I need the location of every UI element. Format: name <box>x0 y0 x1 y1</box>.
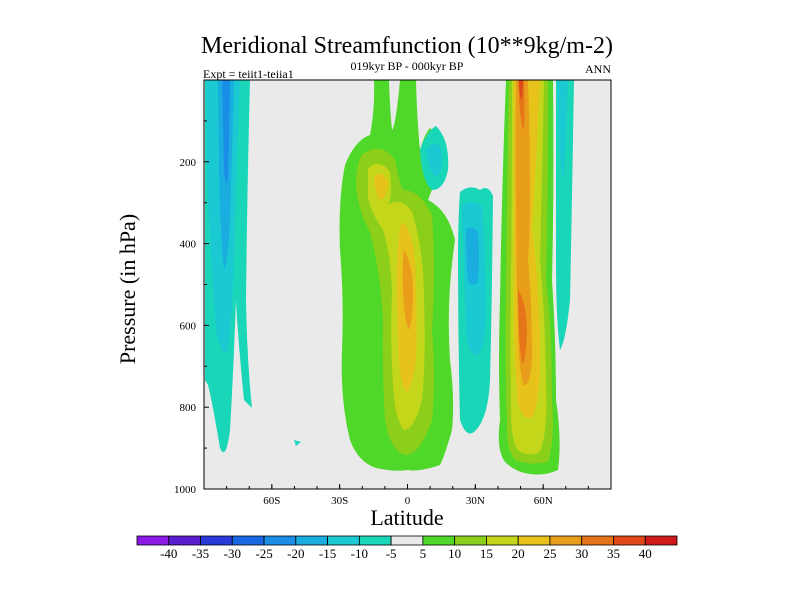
colorbar-swatch <box>613 535 646 546</box>
contour-level-20 <box>374 174 417 392</box>
y-tick-label: 400 <box>180 239 197 251</box>
contour-level-25 <box>402 250 413 330</box>
colorbar-swatch <box>200 535 233 546</box>
sh-polar-negative-cell <box>205 80 301 453</box>
y-tick-label: 200 <box>180 157 197 169</box>
nh-upper-negative-cell <box>420 126 449 190</box>
nh-midlatitude-positive-cell <box>498 80 560 475</box>
colorbar-label: -15 <box>319 546 336 561</box>
experiment-label: Expt = teiit1-teiia1 <box>203 67 294 81</box>
y-tick-group: 200 400 600 800 1000 <box>174 120 209 496</box>
colorbar-label: 15 <box>480 546 493 561</box>
colorbar-label: 20 <box>512 546 525 561</box>
x-tick-label: 0 <box>405 495 411 507</box>
contour-level--10 <box>558 80 568 180</box>
y-axis-label: Pressure (in hPa) <box>115 214 140 364</box>
nh-subtropical-negative-cell <box>458 187 493 434</box>
colorbar-label: 10 <box>448 546 461 561</box>
contour-level-30 <box>518 80 527 364</box>
contour-level--20 <box>222 80 230 184</box>
colorbar-label: -30 <box>224 546 241 561</box>
contour-fields <box>205 80 574 475</box>
colorbar-label: -10 <box>351 546 368 561</box>
x-tick-label: 30N <box>466 495 485 507</box>
colorbar-swatch <box>263 535 297 546</box>
colorbar-label: -20 <box>287 546 304 561</box>
chart-title: Meridional Streamfunction (10**9kg/m-2) <box>201 33 613 59</box>
colorbar-label: 25 <box>543 546 556 561</box>
colorbar-swatch <box>358 535 392 546</box>
colorbar-swatch <box>295 535 328 546</box>
contour-level--10 <box>426 143 442 177</box>
colorbar-swatch <box>454 535 487 546</box>
colorbar-swatch <box>390 535 424 546</box>
colorbar-label: 30 <box>575 546 588 561</box>
colorbar-swatch <box>486 535 519 546</box>
colorbar: -40 -35 -30 -25 -20 -15 -10 -5 5 10 15 20 25 30 35 40 <box>136 535 678 561</box>
y-tick-label: 600 <box>180 320 197 332</box>
x-tick-group: 60S 30S 0 30N 60N <box>226 484 589 507</box>
y-tick-label: 800 <box>180 402 197 414</box>
plot-area: 60S 30S 0 30N 60N 200 400 600 800 1000 <box>174 79 612 507</box>
x-axis-label: Latitude <box>370 505 443 530</box>
colorbar-label: 5 <box>420 546 427 561</box>
y-tick-label: 1000 <box>174 484 197 496</box>
small-patch <box>294 440 301 446</box>
x-tick-label: 30S <box>331 495 348 507</box>
colorbar-label: -5 <box>386 546 397 561</box>
colorbar-label: -25 <box>255 546 272 561</box>
colorbar-swatch <box>327 535 360 546</box>
colorbar-swatch <box>549 535 583 546</box>
season-label: ANN <box>585 62 611 76</box>
x-tick-label: 60N <box>534 495 553 507</box>
nh-polar-negative-cell <box>556 80 574 350</box>
colorbar-swatch <box>422 535 456 546</box>
colorbar-swatch <box>231 535 265 546</box>
colorbar-label: -40 <box>160 546 177 561</box>
x-tick-label: 60S <box>263 495 280 507</box>
chart-subtitle: 019kyr BP - 000kyr BP <box>351 59 464 73</box>
contour-level-35 <box>519 80 523 100</box>
colorbar-swatch <box>136 535 170 546</box>
colorbar-swatch <box>168 535 201 546</box>
colorbar-label: 35 <box>607 546 620 561</box>
colorbar-swatch <box>644 535 678 546</box>
colorbar-swatch <box>517 535 551 546</box>
colorbar-swatch <box>581 535 614 546</box>
colorbar-label: 40 <box>639 546 652 561</box>
contour-level--15 <box>466 227 479 285</box>
colorbar-label: -35 <box>192 546 209 561</box>
